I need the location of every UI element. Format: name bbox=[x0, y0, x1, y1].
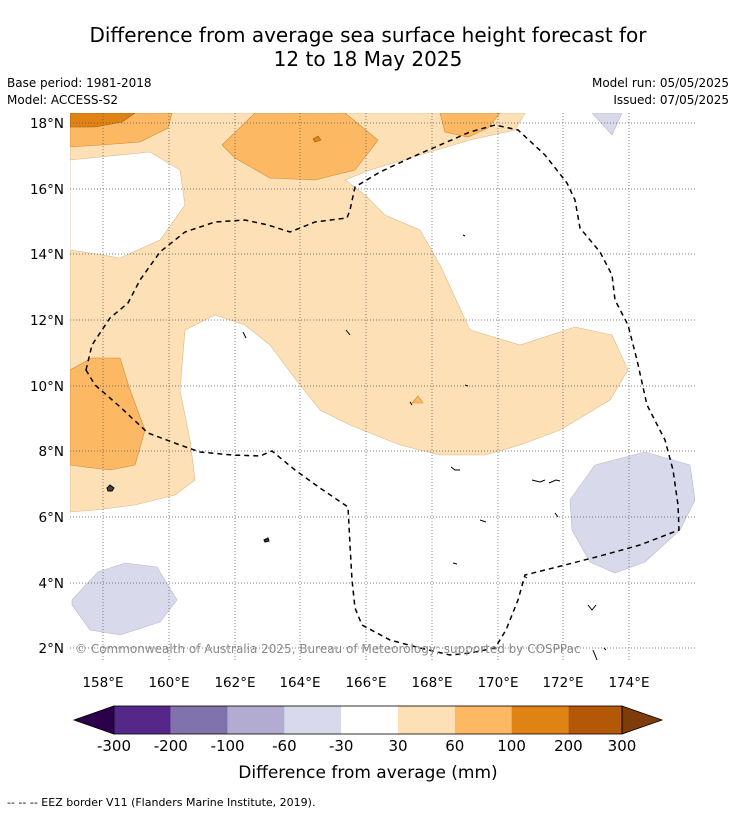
anomaly-region-negative-north bbox=[591, 113, 623, 136]
anomaly-region-negative-southwest bbox=[71, 562, 178, 636]
colorbar-segment bbox=[170, 706, 228, 734]
eez-border bbox=[85, 124, 680, 656]
island-outline bbox=[450, 466, 460, 471]
island-outline bbox=[106, 484, 115, 492]
island-outline bbox=[464, 384, 469, 387]
lat-label: 16°N bbox=[30, 182, 64, 198]
island-outline bbox=[587, 604, 597, 611]
colorbar-tick-label: -60 bbox=[272, 737, 297, 755]
colorbar-segment bbox=[284, 706, 342, 734]
lat-label: 10°N bbox=[30, 379, 64, 395]
lon-label: 164°E bbox=[279, 675, 320, 691]
map-area: © Commonwealth of Australia 2025, Bureau… bbox=[70, 113, 695, 660]
lat-label: 4°N bbox=[39, 576, 64, 592]
colorbar-tick-label: -30 bbox=[329, 737, 354, 755]
map-title-line2: 12 to 18 May 2025 bbox=[273, 47, 463, 71]
lat-label: 8°N bbox=[39, 444, 64, 460]
lon-label: 160°E bbox=[148, 675, 189, 691]
colorbar-segment bbox=[568, 706, 622, 734]
lon-label: 174°E bbox=[608, 675, 649, 691]
base-period-text: Base period: 1981-2018 bbox=[7, 76, 152, 90]
island-outline bbox=[554, 512, 559, 518]
colorbar-tick-label: 60 bbox=[445, 737, 464, 755]
island-outline bbox=[603, 647, 607, 651]
lon-label: 166°E bbox=[345, 675, 386, 691]
lon-label: 170°E bbox=[477, 675, 518, 691]
lon-label: 168°E bbox=[411, 675, 452, 691]
island-outline bbox=[263, 537, 270, 543]
model-run-text: Model run: 05/05/2025 bbox=[591, 76, 729, 90]
colorbar-segment bbox=[454, 706, 512, 734]
lat-label: 14°N bbox=[30, 247, 64, 263]
anomaly-spot-60-100-small bbox=[411, 395, 424, 404]
colorbar: -300 -200 -100 -60 -30 30 60 100 200 300… bbox=[72, 705, 664, 783]
colorbar-tick-label: -200 bbox=[154, 737, 188, 755]
colorbar-segment bbox=[398, 706, 455, 734]
lon-label: 162°E bbox=[214, 675, 255, 691]
map-gridlines bbox=[70, 113, 695, 660]
island-outline bbox=[523, 575, 528, 579]
anomaly-region-30-60 bbox=[70, 113, 629, 513]
longitude-labels: 158°E 160°E 162°E 164°E 166°E 168°E 170°… bbox=[82, 675, 649, 691]
island-outline bbox=[531, 479, 546, 483]
island-outline bbox=[242, 331, 247, 339]
latitude-labels: 18°N 16°N 14°N 12°N 10°N 8°N 6°N 4°N 2°N bbox=[30, 116, 64, 657]
lon-label: 158°E bbox=[82, 675, 123, 691]
anomaly-region-60-100-topright bbox=[439, 113, 501, 138]
island-outline bbox=[452, 562, 458, 565]
colorbar-tick-label: 100 bbox=[497, 737, 526, 755]
copyright-notice: © Commonwealth of Australia 2025, Bureau… bbox=[75, 642, 581, 656]
lon-label: 172°E bbox=[542, 675, 583, 691]
island-outline bbox=[409, 401, 413, 406]
colorbar-tick-label: -100 bbox=[211, 737, 245, 755]
anomaly-region-negative-east bbox=[569, 451, 695, 574]
anomaly-region-near-zero-nw bbox=[70, 151, 186, 259]
colorbar-tick-label: 200 bbox=[554, 737, 583, 755]
colorbar-left-extension bbox=[72, 705, 115, 735]
colorbar-tick-label: 30 bbox=[388, 737, 407, 755]
lat-label: 18°N bbox=[30, 116, 64, 132]
anomaly-spot-100-200 bbox=[312, 135, 322, 143]
lat-label: 6°N bbox=[39, 510, 64, 526]
lat-label: 12°N bbox=[30, 313, 64, 329]
issued-text: Issued: 07/05/2025 bbox=[613, 93, 729, 107]
island-outline bbox=[592, 649, 598, 660]
map-title-line1: Difference from average sea surface heig… bbox=[89, 23, 647, 47]
island-outline bbox=[345, 329, 351, 336]
colorbar-segment bbox=[341, 706, 398, 734]
colorbar-frame bbox=[113, 705, 623, 735]
colorbar-tick-label: 300 bbox=[608, 737, 637, 755]
colorbar-segment bbox=[227, 706, 285, 734]
colorbar-tick-label: -300 bbox=[97, 737, 131, 755]
eez-legend-note: -- -- -- EEZ border V11 (Flanders Marine… bbox=[7, 796, 316, 809]
colorbar-right-extension bbox=[621, 705, 664, 735]
lat-label: 2°N bbox=[39, 641, 64, 657]
island-coastlines bbox=[106, 234, 607, 660]
model-text: Model: ACCESS-S2 bbox=[7, 93, 119, 107]
anomaly-region-100-200-topleft bbox=[70, 113, 136, 128]
colorbar-segment bbox=[114, 706, 171, 734]
colorbar-label: Difference from average (mm) bbox=[238, 763, 497, 783]
island-outline bbox=[462, 234, 466, 237]
island-outline bbox=[479, 519, 487, 523]
island-outline bbox=[548, 479, 561, 484]
colorbar-segment bbox=[511, 706, 569, 734]
